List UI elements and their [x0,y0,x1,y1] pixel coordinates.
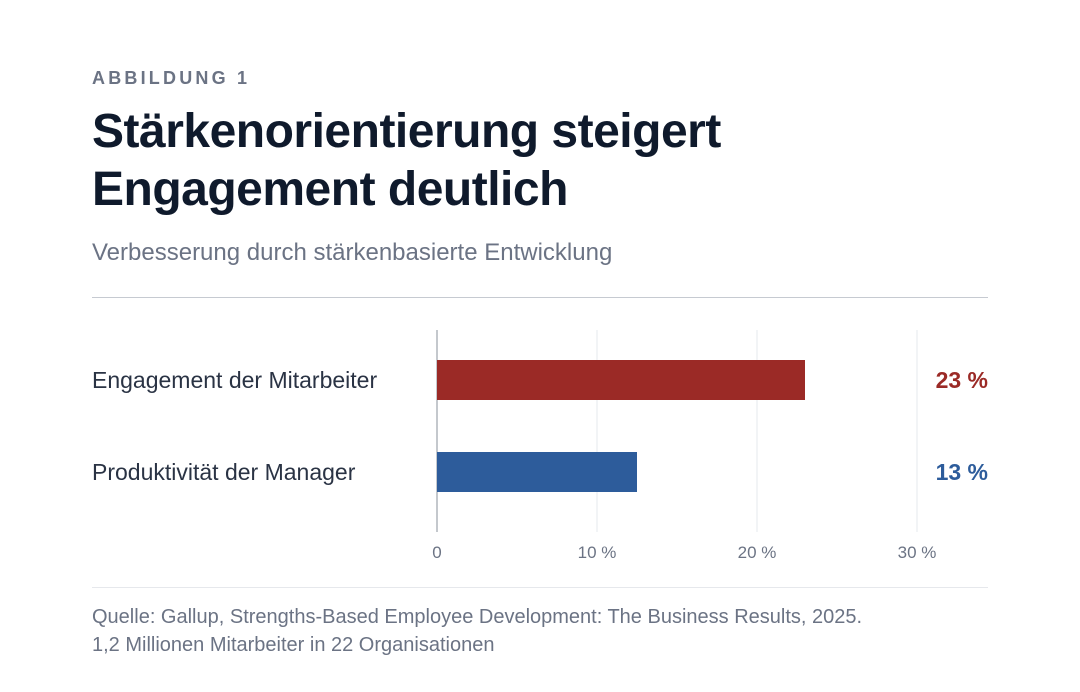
sample-line: 1,2 Millionen Mitarbeiter in 22 Organisa… [92,634,495,656]
x-tick-label: 0 [432,543,441,562]
chart-subtitle: Verbesserung durch stärkenbasierte Entwi… [92,239,613,266]
x-axis-ticks: 0 10 % 20 % 30 % [432,543,936,562]
bar-chart: Engagement der Mitarbeiter Produktivität … [92,330,988,562]
value-label: 13 % [936,459,988,485]
bar [437,452,637,492]
bottom-divider [92,587,988,588]
x-tick-label: 30 % [898,543,937,562]
value-label: 23 % [936,367,988,393]
category-label: Produktivität der Manager [92,459,356,485]
source-line: Quelle: Gallup, Strengths-Based Employee… [92,606,863,628]
bars [437,360,805,492]
category-label: Engagement der Mitarbeiter [92,367,377,393]
chart-title: Stärkenorientierung steigert Engagement … [92,105,721,216]
x-tick-label: 20 % [738,543,777,562]
figure: ABBILDUNG 1 Stärkenorientierung steigert… [92,0,988,692]
bar [437,360,805,400]
x-tick-label: 10 % [578,543,617,562]
value-labels: 23 % 13 % [936,367,988,485]
category-labels: Engagement der Mitarbeiter Produktivität … [92,367,377,485]
top-divider [92,297,988,298]
figure-eyebrow: ABBILDUNG 1 [92,68,251,88]
source-note: Quelle: Gallup, Strengths-Based Employee… [92,603,988,659]
